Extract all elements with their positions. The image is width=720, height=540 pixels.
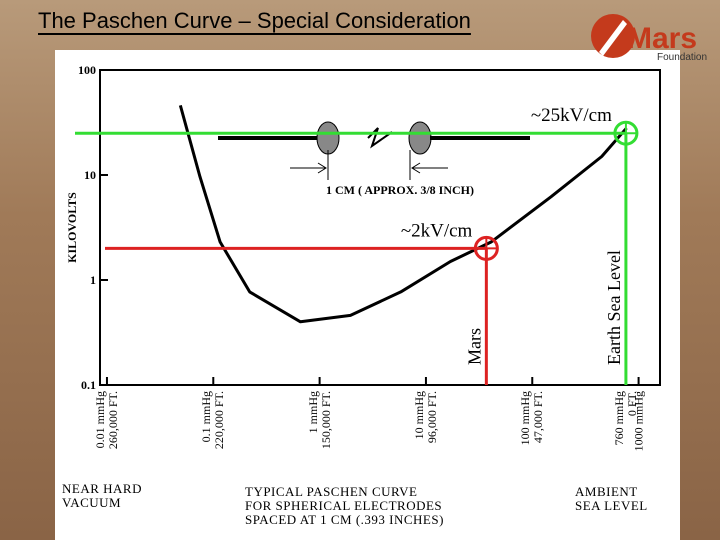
y-tick-label: 0.1 [81, 378, 96, 392]
reference-label: ~2kV/cm [401, 220, 473, 241]
y-tick-label: 1 [90, 273, 96, 287]
footnote: AMBIENT SEA LEVEL [575, 484, 648, 513]
y-axis-label: KILOVOLTS [65, 192, 79, 263]
footnote: TYPICAL PASCHEN CURVE FOR SPHERICAL ELEC… [245, 484, 444, 527]
plot-frame [99, 69, 661, 386]
x-tick-label: 10 mmHg 96,000 FT. [411, 391, 439, 444]
y-tick-label: 10 [84, 168, 96, 182]
reference-label: ~25kV/cm [531, 105, 612, 126]
slide-title: The Paschen Curve – Special Consideratio… [38, 8, 471, 33]
x-tick-label: 1 mmHg 150,000 FT. [305, 391, 333, 450]
x-tick-label: 1000 mmHg [631, 391, 646, 452]
logo-rocket [599, 20, 627, 56]
reference-vertical-label: Mars [464, 328, 484, 365]
chart-panel [55, 50, 680, 540]
reference-cross [614, 122, 637, 145]
y-tick-label: 100 [78, 63, 96, 77]
electrode-diagram [218, 121, 530, 180]
reference-vertical-label: Earth Sea Level [604, 250, 624, 365]
footnote: NEAR HARD VACUUM [62, 481, 142, 510]
electrode [408, 121, 432, 155]
x-tick-label: 100 mmHg 47,000 FT. [518, 391, 546, 446]
x-tick-label: 0.1 mmHg 220,000 FT. [199, 391, 227, 450]
x-tick-label: 0.01 mmHg 260,000 FT. [92, 391, 120, 450]
logo-name: Mars [627, 22, 697, 55]
logo-subtitle: Foundation [657, 52, 707, 63]
reference-cross [475, 237, 498, 260]
dimension-arrows [290, 162, 448, 174]
spark [367, 127, 393, 149]
curve [178, 105, 628, 324]
logo: Mars Foundation [591, 14, 707, 63]
electrode [316, 121, 340, 155]
diagram-label: 1 CM ( APPROX. 3/8 INCH) [326, 183, 474, 197]
